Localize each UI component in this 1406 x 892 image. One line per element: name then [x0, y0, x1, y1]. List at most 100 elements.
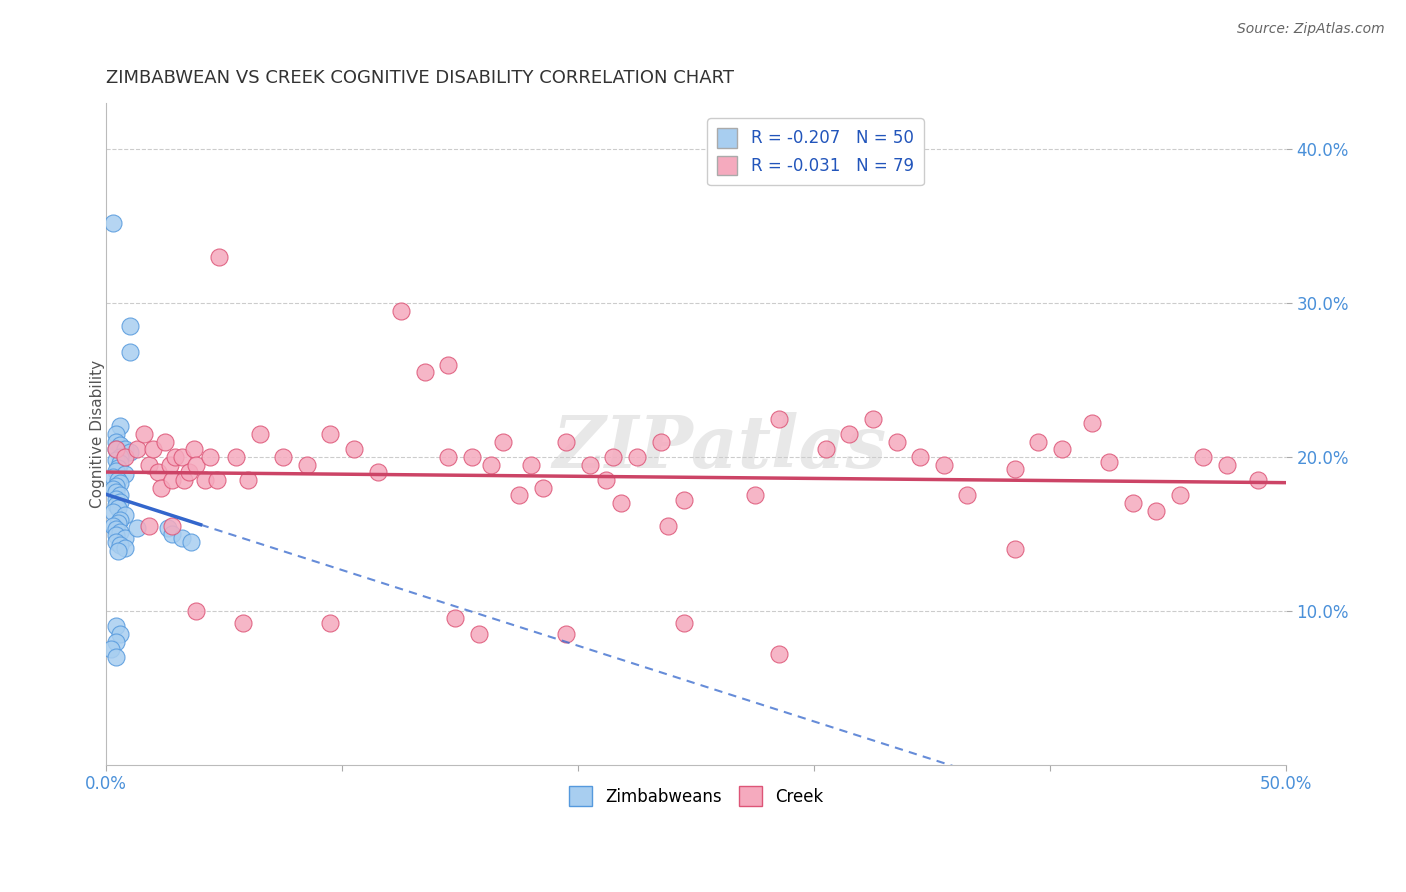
- Point: [673, 493, 696, 508]
- Point: [107, 473, 129, 487]
- Point: [602, 450, 624, 464]
- Point: [103, 505, 125, 519]
- Point: [104, 453, 127, 467]
- Point: [110, 488, 132, 502]
- Point: [103, 519, 125, 533]
- Point: [146, 466, 169, 480]
- Point: [118, 319, 141, 334]
- Point: [437, 450, 460, 464]
- Point: [125, 442, 148, 457]
- Point: [249, 426, 271, 441]
- Point: [110, 627, 132, 641]
- Point: [319, 615, 342, 630]
- Point: [118, 445, 141, 459]
- Point: [118, 345, 141, 359]
- Point: [180, 534, 202, 549]
- Point: [114, 450, 136, 464]
- Point: [1098, 454, 1121, 468]
- Point: [104, 485, 127, 500]
- Point: [107, 460, 129, 475]
- Point: [156, 521, 179, 535]
- Point: [132, 426, 155, 441]
- Point: [468, 627, 491, 641]
- Point: [114, 467, 136, 481]
- Point: [103, 216, 125, 230]
- Point: [142, 442, 165, 457]
- Point: [673, 615, 696, 630]
- Point: [104, 534, 127, 549]
- Point: [183, 442, 205, 457]
- Point: [104, 442, 127, 457]
- Point: [461, 450, 484, 464]
- Point: [159, 458, 181, 472]
- Point: [555, 627, 578, 641]
- Point: [103, 470, 125, 484]
- Point: [1144, 504, 1167, 518]
- Point: [814, 442, 837, 457]
- Point: [110, 494, 132, 508]
- Point: [579, 458, 602, 472]
- Point: [908, 450, 931, 464]
- Point: [595, 473, 617, 487]
- Point: [194, 473, 217, 487]
- Point: [437, 358, 460, 372]
- Point: [225, 450, 247, 464]
- Point: [104, 426, 127, 441]
- Point: [184, 604, 207, 618]
- Point: [1050, 442, 1073, 457]
- Point: [367, 466, 389, 480]
- Point: [744, 488, 766, 502]
- Point: [1192, 450, 1215, 464]
- Point: [104, 649, 127, 664]
- Point: [110, 419, 132, 434]
- Text: ZIMBABWEAN VS CREEK COGNITIVE DISABILITY CORRELATION CHART: ZIMBABWEAN VS CREEK COGNITIVE DISABILITY…: [107, 69, 734, 87]
- Point: [104, 498, 127, 512]
- Point: [838, 426, 860, 441]
- Point: [173, 473, 195, 487]
- Point: [208, 250, 231, 264]
- Point: [170, 450, 193, 464]
- Point: [491, 434, 513, 449]
- Point: [104, 522, 127, 536]
- Point: [110, 538, 132, 552]
- Point: [444, 611, 467, 625]
- Point: [162, 527, 184, 541]
- Point: [205, 473, 228, 487]
- Point: [104, 528, 127, 542]
- Point: [110, 450, 132, 464]
- Point: [236, 473, 259, 487]
- Point: [100, 642, 122, 657]
- Y-axis label: Cognitive Disability: Cognitive Disability: [90, 359, 105, 508]
- Point: [932, 458, 955, 472]
- Point: [479, 458, 502, 472]
- Point: [1168, 488, 1191, 502]
- Point: [110, 525, 132, 540]
- Point: [110, 438, 132, 452]
- Point: [271, 450, 294, 464]
- Point: [114, 532, 136, 546]
- Point: [107, 543, 129, 558]
- Text: ZIPatlas: ZIPatlas: [553, 411, 887, 483]
- Point: [107, 516, 129, 530]
- Point: [104, 479, 127, 493]
- Point: [170, 532, 193, 546]
- Point: [177, 466, 200, 480]
- Point: [104, 634, 127, 648]
- Point: [110, 456, 132, 470]
- Point: [104, 464, 127, 478]
- Point: [232, 615, 254, 630]
- Point: [104, 442, 127, 457]
- Point: [768, 647, 790, 661]
- Point: [163, 450, 186, 464]
- Point: [389, 304, 412, 318]
- Point: [1081, 416, 1104, 430]
- Point: [295, 458, 318, 472]
- Point: [520, 458, 543, 472]
- Point: [114, 541, 136, 555]
- Point: [1246, 473, 1268, 487]
- Point: [162, 519, 184, 533]
- Point: [1122, 496, 1144, 510]
- Point: [155, 434, 177, 449]
- Point: [198, 450, 221, 464]
- Point: [413, 366, 436, 380]
